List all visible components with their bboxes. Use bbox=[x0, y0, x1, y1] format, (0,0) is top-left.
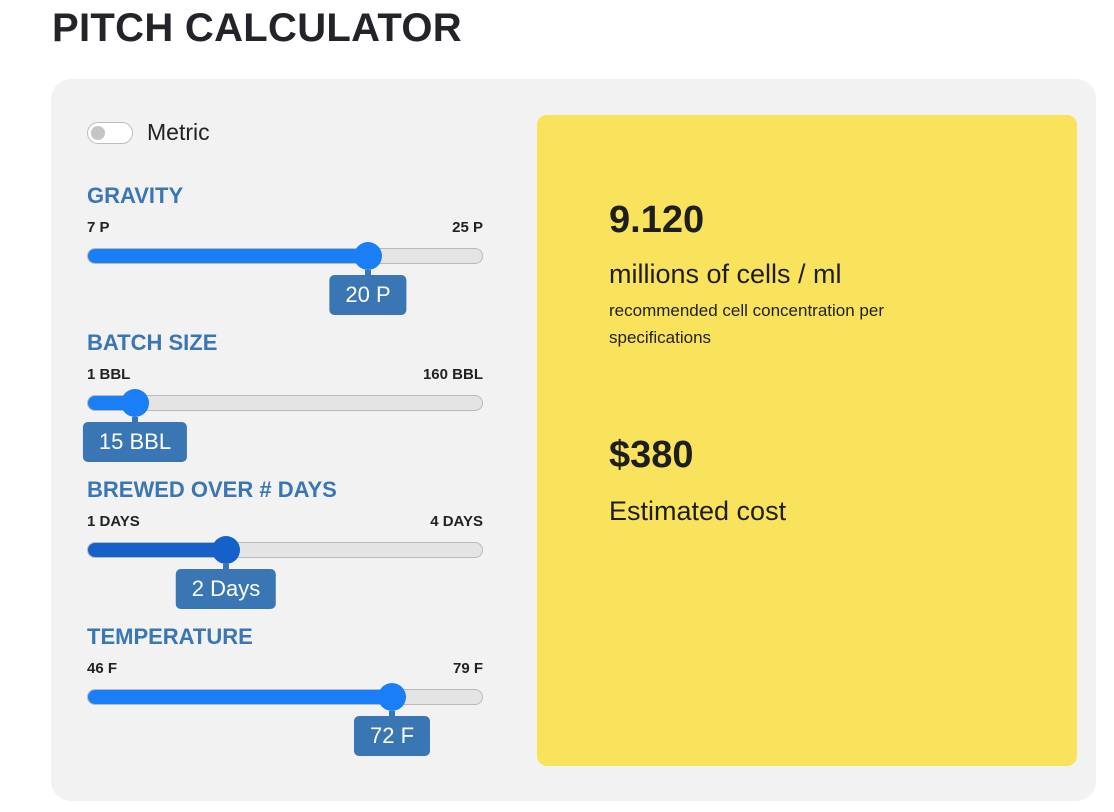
cell-concentration-value: 9.120 bbox=[609, 199, 705, 241]
days-value-badge: 2 Days bbox=[175, 569, 277, 609]
days-slider-fill bbox=[88, 543, 227, 557]
metric-toggle[interactable] bbox=[87, 122, 133, 144]
gravity-title: GRAVITY bbox=[87, 183, 184, 208]
gravity-value-pointer bbox=[365, 270, 371, 275]
gravity-value-badge: 20 P bbox=[329, 275, 407, 315]
temperature-slider-thumb[interactable] bbox=[378, 683, 406, 711]
cell-concentration-unit: millions of cells / ml bbox=[609, 259, 842, 289]
batch-size-slider-thumb[interactable] bbox=[121, 389, 149, 417]
temperature-value-badge: 72 F bbox=[353, 716, 431, 756]
metric-label: Metric bbox=[147, 119, 210, 145]
toggle-knob bbox=[91, 126, 105, 140]
temperature-slider-track[interactable] bbox=[87, 689, 483, 705]
gravity-min-label: 7 P bbox=[87, 219, 110, 236]
temperature-value-pointer bbox=[389, 711, 395, 716]
batch-size-title: BATCH SIZE bbox=[87, 330, 218, 355]
batch-size-min-label: 1 BBL bbox=[87, 366, 131, 383]
estimated-cost-label: Estimated cost bbox=[609, 496, 787, 526]
batch-size-value-badge: 15 BBL bbox=[82, 422, 188, 462]
temperature-min-label: 46 F bbox=[87, 660, 118, 677]
gravity-max-label: 25 P bbox=[452, 219, 483, 236]
estimated-cost-value: $380 bbox=[609, 434, 694, 476]
gravity-slider-thumb[interactable] bbox=[354, 242, 382, 270]
page-title: PITCH CALCULATOR bbox=[52, 6, 462, 50]
cell-concentration-description: recommended cell concentration per speci… bbox=[609, 301, 884, 347]
days-title: BREWED OVER # DAYS bbox=[87, 477, 337, 502]
temperature-slider-fill bbox=[88, 690, 393, 704]
days-min-label: 1 DAYS bbox=[87, 513, 140, 530]
batch-size-value-pointer bbox=[132, 417, 138, 422]
results-card: 9.120 millions of cells / ml recommended… bbox=[537, 115, 1077, 766]
batch-size-max-label: 160 BBL bbox=[422, 366, 483, 383]
days-slider-thumb[interactable] bbox=[212, 536, 240, 564]
days-value-pointer bbox=[223, 564, 229, 569]
gravity-slider-track[interactable] bbox=[87, 248, 483, 264]
temperature-max-label: 79 F bbox=[452, 660, 483, 677]
days-slider-track[interactable] bbox=[87, 542, 483, 558]
temperature-title: TEMPERATURE bbox=[87, 624, 253, 649]
gravity-slider-fill bbox=[88, 249, 369, 263]
days-max-label: 4 DAYS bbox=[430, 513, 483, 530]
